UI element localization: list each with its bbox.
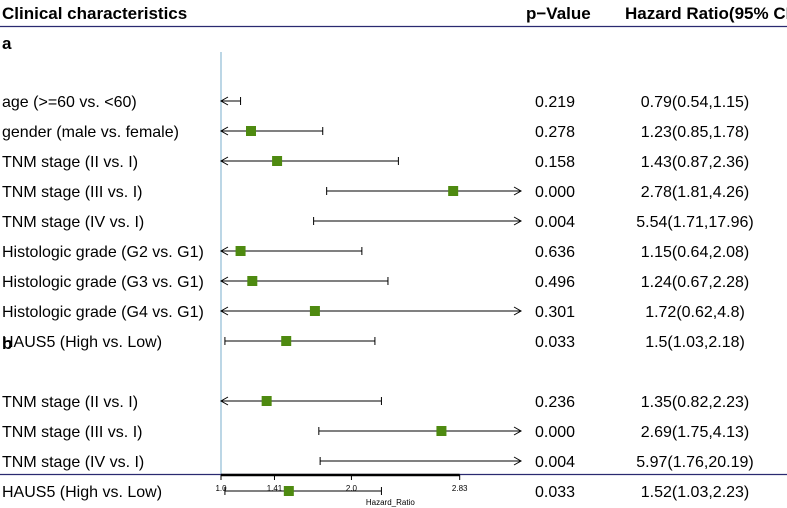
hazard-ratio-marker [247,276,258,286]
ci-arrow-right [513,456,523,466]
row-pvalue: 0.000 [535,184,575,201]
row-pvalue: 0.278 [535,124,575,141]
row-label: HAUS5 (High vs. Low) [2,484,162,501]
header-hazard-ratio: Hazard Ratio(95% CI) [625,4,787,23]
forest-row: TNM stage (II vs. I) 0.236 1.35(0.82,2.23) [2,394,749,411]
x-tick-label: 1.0 [215,484,227,493]
ci-arrow-left [219,306,229,316]
hazard-ratio-marker [309,306,320,316]
hazard-ratio-marker [436,426,447,436]
forest-row: TNM stage (III vs. I) 0.000 2.69(1.75,4.13… [2,424,749,441]
forest-row: TNM stage (IV vs. I) 0.004 5.97(1.76,20.19… [2,454,754,471]
row-label: age (>=60 vs. <60) [2,94,137,111]
forest-row: Histologic grade (G3 vs. G1) 0.496 1.24(0.… [2,274,749,291]
header-characteristics: Clinical characteristics [2,4,187,23]
row-hazard-ratio: 1.43(0.87,2.36) [641,154,750,171]
row-hazard-ratio: 5.97(1.76,20.19) [636,454,753,471]
row-pvalue: 0.004 [535,214,575,231]
row-pvalue: 0.496 [535,274,575,291]
row-label: TNM stage (III vs. I) [2,424,142,441]
x-tick-label: 1.41 [267,484,283,493]
row-hazard-ratio: 1.5(1.03,2.18) [645,334,745,351]
row-label: TNM stage (II vs. I) [2,154,138,171]
row-pvalue: 0.236 [535,394,575,411]
row-hazard-ratio: 1.35(0.82,2.23) [641,394,750,411]
ci-arrow-left [219,276,229,286]
row-pvalue: 0.301 [535,304,575,321]
table-text-layer: Clinical characteristics p−Value Hazard … [2,4,787,23]
row-label: Histologic grade (G4 vs. G1) [2,304,204,321]
row-hazard-ratio: 1.52(1.03,2.23) [641,484,750,501]
row-hazard-ratio: 2.69(1.75,4.13) [641,424,750,441]
hazard-ratio-marker [283,486,294,496]
section-label-a: a [2,34,12,53]
forest-row: Histologic grade (G2 vs. G1) 0.636 1.15(0.… [2,244,749,261]
section-label-b: b [2,334,12,353]
header-pvalue: p−Value [526,4,591,23]
hazard-ratio-marker [448,186,459,196]
forest-row: HAUS5 (High vs. Low) 0.033 1.52(1.03,2.23) [2,484,749,501]
ci-arrow-left [219,96,229,106]
ci-arrow-left [219,396,229,406]
row-pvalue: 0.158 [535,154,575,171]
row-hazard-ratio: 1.72(0.62,4.8) [645,304,745,321]
row-pvalue: 0.004 [535,454,575,471]
row-hazard-ratio: 5.54(1.71,17.96) [636,214,753,231]
x-axis-title: Hazard_Ratio [366,498,415,507]
row-pvalue: 0.000 [535,424,575,441]
ci-arrow-left [219,156,229,166]
hazard-ratio-marker [272,156,283,166]
forest-row: HAUS5 (High vs. Low) 0.033 1.5(1.03,2.18) [2,334,745,351]
x-tick-label: 2.0 [346,484,358,493]
forest-row: Histologic grade (G4 vs. G1) 0.301 1.72(0.… [2,304,745,321]
forest-row: gender (male vs. female) 0.278 1.23(0.85,1… [2,124,749,141]
row-pvalue: 0.219 [535,94,575,111]
row-hazard-ratio: 1.23(0.85,1.78) [641,124,750,141]
row-hazard-ratio: 1.24(0.67,2.28) [641,274,750,291]
row-hazard-ratio: 1.15(0.64,2.08) [641,244,750,261]
row-label: HAUS5 (High vs. Low) [2,334,162,351]
forest-row: TNM stage (IV vs. I) 0.004 5.54(1.71,17.96… [2,214,754,231]
x-tick-label: 2.83 [452,484,468,493]
row-label: TNM stage (II vs. I) [2,394,138,411]
row-hazard-ratio: 2.78(1.81,4.26) [641,184,750,201]
row-label: TNM stage (III vs. I) [2,184,142,201]
hazard-ratio-marker [235,246,246,256]
row-label: gender (male vs. female) [2,124,179,141]
ci-arrow-right [513,306,523,316]
row-pvalue: 0.033 [535,334,575,351]
row-pvalue: 0.636 [535,244,575,261]
ci-arrow-right [513,426,523,436]
ci-arrow-left [219,126,229,136]
row-pvalue: 0.033 [535,484,575,501]
rows-layer: a age (>=60 vs. <60) 0.219 0.79(0.54,1.15) g… [2,34,754,501]
row-label: Histologic grade (G3 vs. G1) [2,274,204,291]
hazard-ratio-marker [246,126,256,136]
forest-row: TNM stage (II vs. I) 0.158 1.43(0.87,2.36) [2,154,749,171]
row-hazard-ratio: 0.79(0.54,1.15) [641,94,750,111]
forest-row: age (>=60 vs. <60) 0.219 0.79(0.54,1.15) [2,94,749,111]
x-axis: 1.0 1.41 2.0 2.83 Hazard_Ratio [215,473,468,507]
ci-arrow-right [513,186,523,196]
row-label: Histologic grade (G2 vs. G1) [2,244,204,261]
row-label: TNM stage (IV vs. I) [2,454,144,471]
hazard-ratio-marker [261,396,272,406]
ci-arrow-left [219,246,229,256]
ci-arrow-right [513,216,523,226]
row-label: TNM stage (IV vs. I) [2,214,144,231]
forest-row: TNM stage (III vs. I) 0.000 2.78(1.81,4.26… [2,184,749,201]
hazard-ratio-marker [281,336,292,346]
